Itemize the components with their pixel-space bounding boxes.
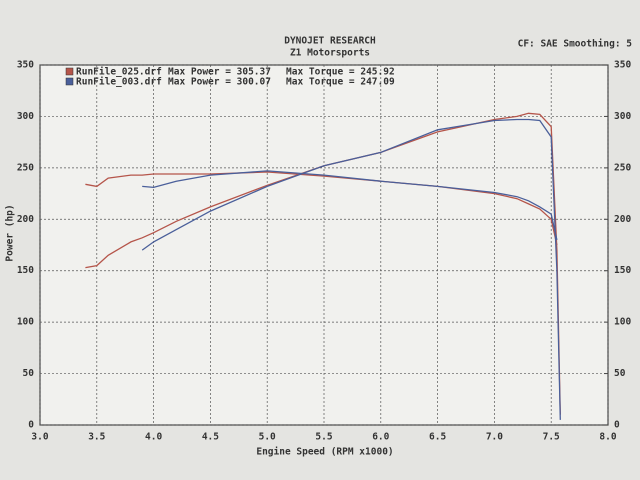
legend-swatch — [65, 77, 74, 86]
y2-tick-label: 100 — [614, 317, 631, 328]
power-line — [141, 118, 561, 420]
chart-subtitle: Z1 Motorsports — [290, 48, 370, 59]
y2-tick-label: 200 — [614, 214, 631, 225]
x-axis-label: Engine Speed (RPM x1000) — [256, 447, 393, 458]
legend-swatch — [65, 67, 74, 76]
y-tick-label: 150 — [17, 265, 34, 276]
x-tick-label: 6.0 — [372, 432, 389, 443]
torque-line — [85, 171, 558, 246]
x-tick-label: 4.0 — [145, 432, 162, 443]
y-tick-label: 250 — [17, 162, 34, 173]
x-tick-label: 7.5 — [543, 432, 560, 443]
x-tick-label: 5.0 — [259, 432, 276, 443]
x-tick-label: 3.5 — [88, 432, 105, 443]
y2-tick-label: 300 — [614, 111, 631, 122]
chart-title: DYNOJET RESEARCH — [284, 36, 376, 47]
y-axis-label: Power (hp) — [5, 204, 16, 261]
x-tick-label: 4.5 — [202, 432, 219, 443]
y2-tick-label: 350 — [614, 60, 631, 71]
y2-tick-label: 250 — [614, 162, 631, 173]
x-tick-label: 7.0 — [486, 432, 503, 443]
legend-stat: Max Torque = 247.09 — [286, 77, 395, 88]
y-tick-label: 200 — [17, 214, 34, 225]
legend-stat: Max Power = 305.37 — [168, 67, 271, 78]
x-tick-label: 8.0 — [599, 432, 616, 443]
legend-label: RunFile_003.drf — [76, 77, 162, 88]
y2-tick-label: 150 — [614, 265, 631, 276]
y-tick-label: 50 — [23, 368, 35, 379]
y2-tick-label: 0 — [614, 420, 620, 431]
y-tick-label: 300 — [17, 111, 34, 122]
settings-text: CF: SAE Smoothing: 5 — [518, 39, 633, 50]
x-tick-label: 6.5 — [429, 432, 446, 443]
legend-label: RunFile_025.drf — [76, 67, 162, 78]
y-tick-label: 100 — [17, 317, 34, 328]
x-tick-label: 3.0 — [31, 432, 48, 443]
y-tick-label: 0 — [28, 420, 34, 431]
x-tick-label: 5.5 — [315, 432, 332, 443]
legend-stat: Max Torque = 245.92 — [286, 67, 395, 78]
y-tick-label: 350 — [17, 60, 34, 71]
legend-stat: Max Power = 300.07 — [168, 77, 271, 88]
y2-tick-label: 50 — [614, 368, 626, 379]
torque-line — [142, 170, 558, 241]
